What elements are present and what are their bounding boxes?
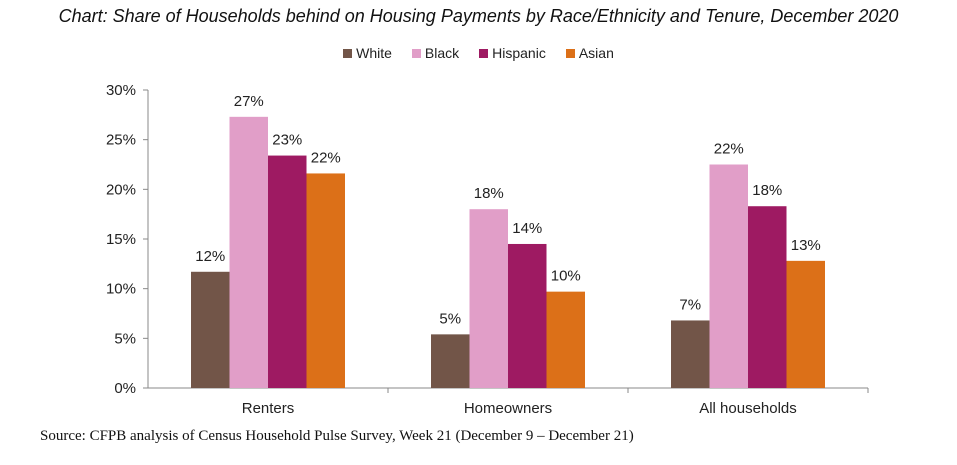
data-label: 14% [512,220,542,237]
x-tick-label: Renters [242,400,295,417]
bar-hispanic-2 [748,206,787,388]
legend-swatch-white [343,48,353,58]
legend: White Black Hispanic Asian [0,45,957,61]
data-label: 13% [791,237,821,254]
legend-item-asian: Asian [565,45,614,61]
bar-asian-0 [306,173,345,388]
x-tick-label: Homeowners [464,400,552,417]
bar-black-1 [469,209,508,388]
legend-swatch-black [411,48,421,58]
legend-label-hispanic: Hispanic [492,45,546,61]
bar-white-2 [671,320,710,388]
y-tick-label: 25% [106,132,136,149]
data-label: 5% [439,310,461,327]
y-tick-label: 5% [114,330,136,347]
legend-item-black: Black [411,45,460,61]
legend-label-black: Black [424,45,460,61]
legend-swatch-hispanic [479,48,489,58]
y-tick-label: 15% [106,231,136,248]
data-label: 18% [752,182,782,199]
data-label: 22% [311,149,341,166]
data-label: 12% [195,248,225,265]
chart-title: Chart: Share of Households behind on Hou… [58,6,899,26]
y-tick-label: 20% [106,181,136,198]
bar-white-0 [191,271,230,388]
data-label: 7% [679,296,701,313]
bar-asian-1 [546,291,585,388]
bar-black-0 [229,116,268,388]
legend-label-asian: Asian [578,45,614,61]
bar-asian-2 [786,260,825,388]
bar-hispanic-1 [508,243,547,388]
legend-swatch-asian [565,48,575,58]
legend-item-hispanic: Hispanic [479,45,546,61]
data-label: 22% [714,141,744,158]
data-label: 10% [551,268,581,285]
legend-item-white: White [343,45,392,61]
bar-black-2 [709,164,748,388]
data-label: 23% [272,132,302,149]
legend-label-white: White [356,45,392,61]
data-label: 27% [234,93,264,110]
y-tick-label: 30% [106,82,136,99]
source-note: Source: CFPB analysis of Census Househol… [40,428,634,444]
y-tick-label: 10% [106,281,136,298]
data-label: 18% [474,185,504,202]
y-tick-label: 0% [114,380,136,397]
bar-hispanic-0 [268,155,307,388]
x-tick-label: All households [699,400,797,417]
bar-white-1 [431,334,470,388]
